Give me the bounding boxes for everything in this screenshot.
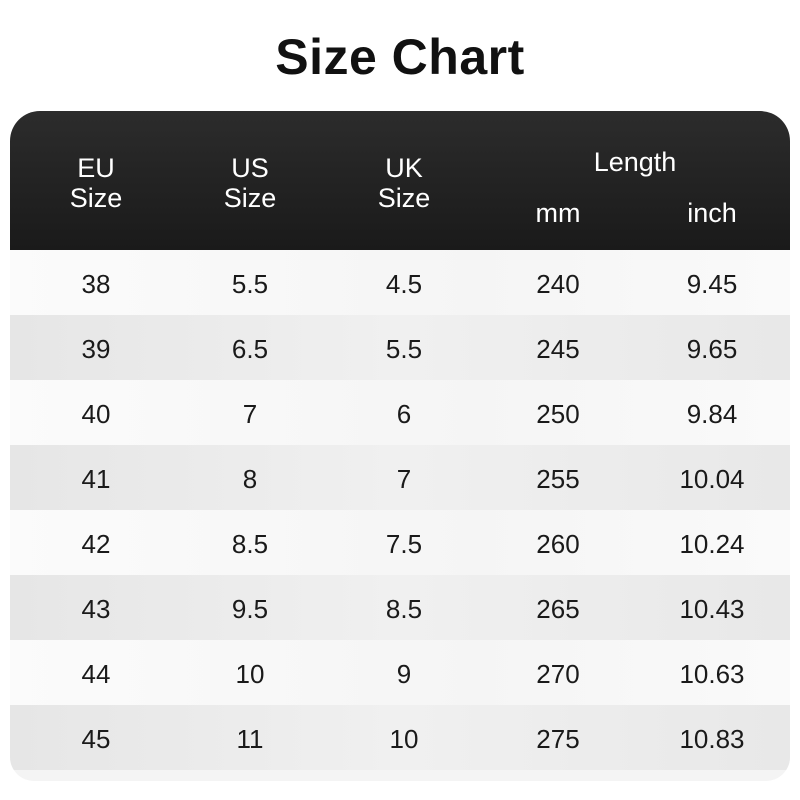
cell-uk: 4.5 — [385, 269, 423, 299]
cell-us: 9.5 — [231, 594, 269, 624]
size-chart-table: EU Size US Size UK Size Length mm inch 3… — [10, 111, 790, 781]
header-us-size: US Size — [173, 153, 327, 213]
header-eu-size: EU Size — [19, 153, 173, 213]
table-row: 39 6.5 5.5 245 9.65 — [10, 315, 790, 380]
header-text: US — [231, 153, 269, 183]
cell-inch: 9.84 — [686, 399, 738, 429]
cell-eu: 41 — [81, 464, 111, 494]
cell-mm: 255 — [536, 464, 580, 494]
header-text: EU — [77, 153, 115, 183]
cell-us: 6.5 — [231, 334, 269, 364]
header-text: Size — [377, 183, 431, 213]
table-row: 40 7 6 250 9.84 — [10, 380, 790, 445]
cell-mm: 260 — [536, 529, 580, 559]
table-row: 42 8.5 7.5 260 10.24 — [10, 510, 790, 575]
cell-mm: 265 — [536, 594, 580, 624]
table-row: 41 8 7 255 10.04 — [10, 445, 790, 510]
header-text: Size — [69, 183, 123, 213]
header-length: Length — [593, 147, 677, 177]
cell-uk: 7.5 — [385, 529, 423, 559]
cell-inch: 9.45 — [686, 269, 738, 299]
cell-inch: 10.24 — [679, 529, 745, 559]
table-row: 38 5.5 4.5 240 9.45 — [10, 250, 790, 315]
cell-mm: 245 — [536, 334, 580, 364]
cell-eu: 42 — [81, 529, 111, 559]
cell-eu: 43 — [81, 594, 111, 624]
cell-inch: 10.63 — [679, 659, 745, 689]
cell-mm: 240 — [536, 269, 580, 299]
cell-mm: 250 — [536, 399, 580, 429]
cell-inch: 9.65 — [686, 334, 738, 364]
table-header: EU Size US Size UK Size Length mm inch — [10, 111, 790, 250]
table-row: 45 11 10 275 10.83 — [10, 705, 790, 770]
cell-us: 8 — [242, 464, 258, 494]
cell-us: 5.5 — [231, 269, 269, 299]
cell-eu: 45 — [81, 724, 111, 754]
cell-eu: 39 — [81, 334, 111, 364]
cell-us: 7 — [242, 399, 258, 429]
cell-uk: 10 — [389, 724, 419, 754]
cell-mm: 275 — [536, 724, 580, 754]
page-title: Size Chart — [275, 29, 525, 85]
header-mm: mm — [535, 198, 581, 228]
header-uk-size: UK Size — [327, 153, 481, 213]
cell-us: 8.5 — [231, 529, 269, 559]
cell-eu: 40 — [81, 399, 111, 429]
cell-uk: 9 — [396, 659, 412, 689]
table-row: 43 9.5 8.5 265 10.43 — [10, 575, 790, 640]
header-inch: inch — [687, 198, 737, 228]
cell-inch: 10.83 — [679, 724, 745, 754]
cell-eu: 38 — [81, 269, 111, 299]
cell-mm: 270 — [536, 659, 580, 689]
cell-us: 10 — [235, 659, 265, 689]
table-row: 44 10 9 270 10.63 — [10, 640, 790, 705]
cell-us: 11 — [236, 724, 264, 754]
cell-uk: 7 — [396, 464, 412, 494]
cell-eu: 44 — [81, 659, 111, 689]
header-text: Size — [223, 183, 277, 213]
cell-uk: 5.5 — [385, 334, 423, 364]
cell-uk: 8.5 — [385, 594, 423, 624]
cell-uk: 6 — [396, 399, 412, 429]
header-text: UK — [385, 153, 423, 183]
cell-inch: 10.43 — [679, 594, 745, 624]
cell-inch: 10.04 — [679, 464, 745, 494]
